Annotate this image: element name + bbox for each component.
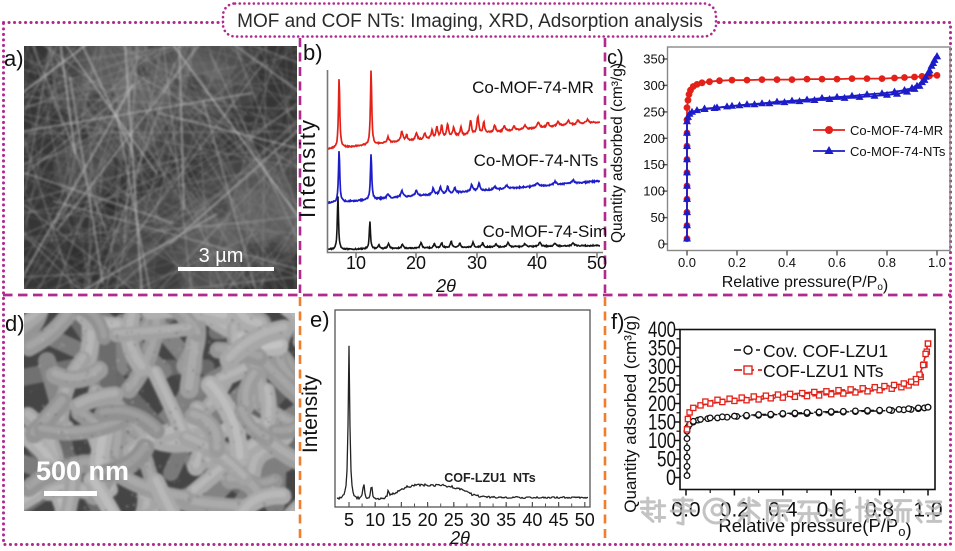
svg-text:10: 10: [365, 510, 385, 530]
svg-text:2θ: 2θ: [449, 528, 470, 548]
svg-text:0: 0: [666, 465, 676, 490]
svg-text:50: 50: [587, 253, 607, 273]
svg-text:COF-LZU1 NTs: COF-LZU1 NTs: [444, 471, 535, 485]
svg-text:Co-MOF-74-NTs: Co-MOF-74-NTs: [474, 151, 599, 170]
svg-text:0.0: 0.0: [678, 255, 696, 270]
svg-text:MOF and COF NTs: Imaging, XRD,: MOF and COF NTs: Imaging, XRD, Adsorptio…: [237, 11, 703, 32]
svg-text:20: 20: [406, 253, 426, 273]
svg-text:35: 35: [496, 510, 516, 530]
svg-text:250: 250: [648, 373, 676, 398]
svg-text:100: 100: [643, 184, 665, 199]
svg-text:50: 50: [657, 447, 676, 472]
svg-text:250: 250: [643, 104, 665, 119]
svg-text:40: 40: [527, 253, 547, 273]
svg-text:400: 400: [648, 317, 676, 342]
svg-text:45: 45: [549, 510, 569, 530]
svg-text:0.8: 0.8: [878, 255, 896, 270]
svg-text:10: 10: [346, 253, 366, 273]
svg-text:15: 15: [391, 510, 411, 530]
svg-text:b): b): [303, 40, 323, 65]
svg-text:30: 30: [467, 253, 487, 273]
svg-text:200: 200: [648, 391, 676, 416]
svg-text:Co-MOF-74-NTs: Co-MOF-74-NTs: [850, 144, 946, 159]
svg-text:0: 0: [658, 237, 665, 252]
svg-text:0.6: 0.6: [828, 255, 846, 270]
svg-text:50: 50: [575, 510, 595, 530]
svg-text:Intensity: Intensity: [299, 374, 322, 453]
svg-text:40: 40: [522, 510, 542, 530]
svg-text:20: 20: [418, 510, 438, 530]
svg-text:a): a): [4, 46, 24, 71]
svg-text:Quantity adsorbed (cm³/g): Quantity adsorbed (cm³/g): [609, 63, 626, 243]
svg-text:Cov. COF-LZU1: Cov. COF-LZU1: [763, 341, 888, 361]
svg-text:300: 300: [648, 354, 676, 379]
svg-text:Relative pressure(P/Po): Relative pressure(P/Po): [718, 515, 911, 540]
svg-text:e): e): [310, 307, 330, 332]
svg-text:Intensity: Intensity: [295, 118, 320, 218]
svg-text:d): d): [5, 311, 25, 336]
svg-text:Co-MOF-74-MR: Co-MOF-74-MR: [850, 123, 943, 138]
svg-text:2θ: 2θ: [435, 276, 456, 296]
svg-text:0.4: 0.4: [778, 255, 796, 270]
svg-text:500 nm: 500 nm: [36, 456, 129, 486]
svg-text:COF-LZU1 NTs: COF-LZU1 NTs: [763, 361, 884, 381]
svg-text:0.2: 0.2: [728, 255, 746, 270]
svg-text:350: 350: [648, 336, 676, 361]
svg-text:Co-MOF-74-MR: Co-MOF-74-MR: [472, 78, 594, 97]
svg-text:350: 350: [643, 52, 665, 67]
svg-text:200: 200: [643, 131, 665, 146]
svg-text:c): c): [607, 47, 624, 69]
svg-text:f): f): [611, 309, 624, 334]
svg-text:150: 150: [648, 410, 676, 435]
svg-text:Relative pressure(P/Po): Relative pressure(P/Po): [722, 274, 889, 294]
svg-text:100: 100: [648, 428, 676, 453]
svg-text:50: 50: [651, 210, 665, 225]
svg-text:30: 30: [470, 510, 490, 530]
svg-text:25: 25: [444, 510, 464, 530]
svg-text:3 µm: 3 µm: [199, 245, 244, 267]
svg-text:5: 5: [344, 510, 354, 530]
svg-text:Co-MOF-74-Sim: Co-MOF-74-Sim: [483, 222, 608, 241]
svg-text:300: 300: [643, 78, 665, 93]
svg-text:1.0: 1.0: [928, 255, 946, 270]
svg-text:150: 150: [643, 157, 665, 172]
svg-text:Quantity adsorbed (cm³/g): Quantity adsorbed (cm³/g): [621, 315, 640, 512]
